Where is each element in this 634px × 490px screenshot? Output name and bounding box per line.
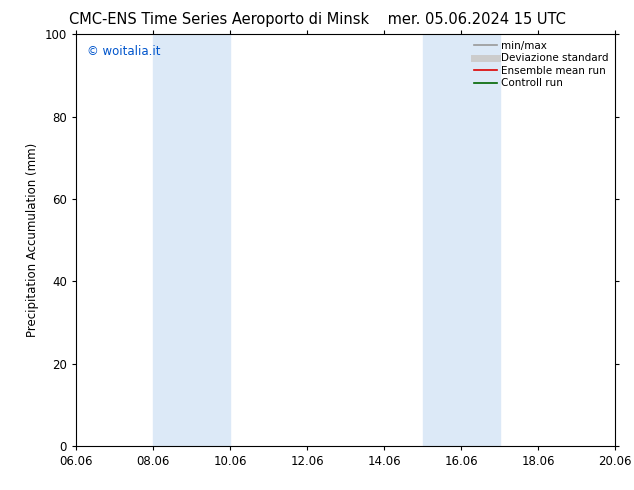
Text: CMC-ENS Time Series Aeroporto di Minsk    mer. 05.06.2024 15 UTC: CMC-ENS Time Series Aeroporto di Minsk m… <box>68 12 566 27</box>
Bar <box>153 34 230 446</box>
Y-axis label: Precipitation Accumulation (mm): Precipitation Accumulation (mm) <box>26 143 39 337</box>
Legend: min/max, Deviazione standard, Ensemble mean run, Controll run: min/max, Deviazione standard, Ensemble m… <box>471 37 612 92</box>
Bar <box>422 34 500 446</box>
Text: © woitalia.it: © woitalia.it <box>87 45 160 58</box>
